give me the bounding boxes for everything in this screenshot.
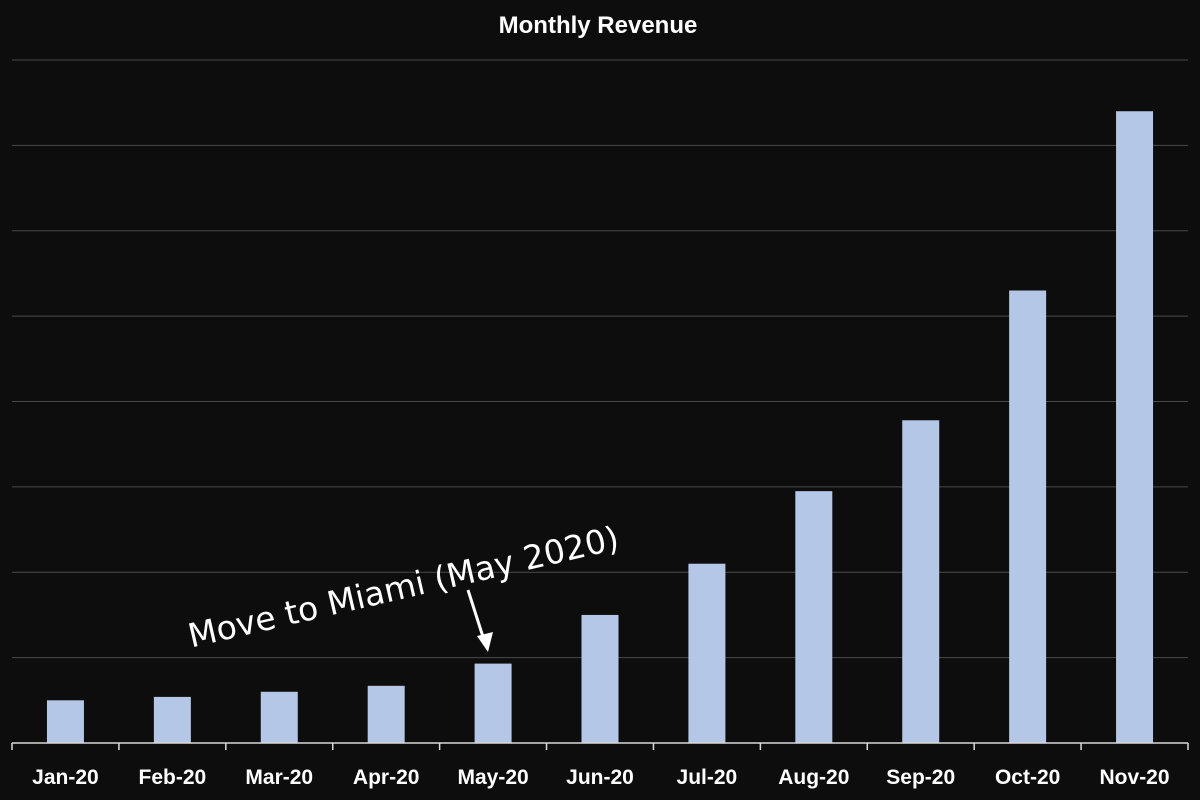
arrow-head-icon [477, 632, 493, 652]
x-tick-labels: Jan-20 Feb-20 Mar-20 Apr-20 May-20 Jun-20 Jul-… [32, 766, 1169, 789]
x-tick-label: Jun-20 [566, 766, 634, 789]
x-tick-label: Mar-20 [245, 766, 313, 789]
gridlines [12, 59, 1188, 659]
x-tick-label: Sep-20 [886, 766, 955, 789]
bar-mar-20 [260, 691, 298, 743]
x-tick-label: Nov-20 [1100, 766, 1170, 789]
bar-feb-20 [153, 696, 191, 743]
bar-jan-20 [46, 700, 84, 743]
annotation-arrow [466, 589, 486, 641]
bar-aug-20 [795, 491, 833, 743]
bar-jul-20 [688, 563, 726, 743]
x-tick-label: Feb-20 [139, 766, 207, 789]
bar-jun-20 [581, 614, 619, 743]
bar-oct-20 [1009, 290, 1047, 743]
annotation: Move to Miami (May 2020) [184, 518, 622, 655]
annotation-label: Move to Miami (May 2020) [184, 518, 622, 655]
x-tick-label: Aug-20 [778, 766, 849, 789]
bar-sep-20 [902, 420, 940, 743]
x-tick-label: Jul-20 [677, 766, 738, 789]
x-tick-label: Apr-20 [353, 766, 420, 789]
x-axis [11, 742, 1189, 750]
bar-may-20 [474, 663, 512, 743]
chart-title: Monthly Revenue [499, 12, 698, 39]
bar-nov-20 [1116, 111, 1154, 744]
x-tick-label: May-20 [457, 766, 528, 789]
x-tick-label: Jan-20 [32, 766, 99, 789]
bars [46, 111, 1154, 744]
bar-apr-20 [367, 685, 405, 743]
x-tick-label: Oct-20 [995, 766, 1060, 789]
